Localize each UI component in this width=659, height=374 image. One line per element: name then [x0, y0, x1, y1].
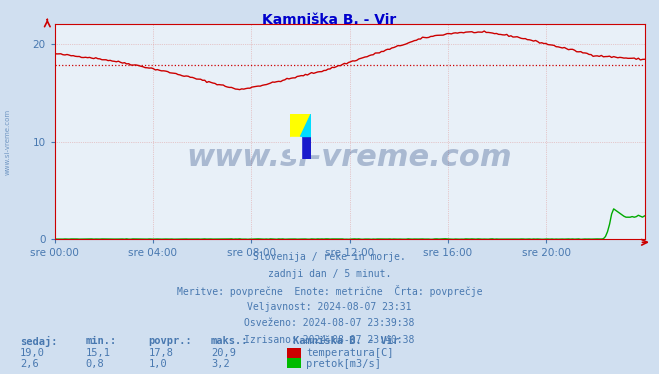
Text: Izrisano: 2024-08-07 23:40:38: Izrisano: 2024-08-07 23:40:38: [244, 335, 415, 345]
Text: Osveženo: 2024-08-07 23:39:38: Osveženo: 2024-08-07 23:39:38: [244, 318, 415, 328]
Text: 17,8: 17,8: [148, 349, 173, 358]
Text: Slovenija / reke in morje.: Slovenija / reke in morje.: [253, 252, 406, 263]
Text: 0,8: 0,8: [86, 359, 104, 368]
Text: min.:: min.:: [86, 337, 117, 346]
Text: maks.:: maks.:: [211, 337, 248, 346]
Text: 19,0: 19,0: [20, 349, 45, 358]
Polygon shape: [301, 137, 311, 159]
Text: 2,6: 2,6: [20, 359, 38, 368]
Text: temperatura[C]: temperatura[C]: [306, 349, 394, 358]
Text: 20,9: 20,9: [211, 349, 236, 358]
Text: sedaj:: sedaj:: [20, 336, 57, 347]
Text: povpr.:: povpr.:: [148, 337, 192, 346]
Text: 15,1: 15,1: [86, 349, 111, 358]
Polygon shape: [290, 114, 301, 137]
Text: 1,0: 1,0: [148, 359, 167, 368]
Text: www.si-vreme.com: www.si-vreme.com: [186, 143, 513, 172]
Polygon shape: [290, 114, 301, 137]
Text: www.si-vreme.com: www.si-vreme.com: [5, 109, 11, 175]
Polygon shape: [290, 137, 301, 159]
Text: Meritve: povprečne  Enote: metrične  Črta: povprečje: Meritve: povprečne Enote: metrične Črta:…: [177, 285, 482, 297]
Polygon shape: [301, 114, 311, 137]
Polygon shape: [301, 114, 311, 137]
Text: Veljavnost: 2024-08-07 23:31: Veljavnost: 2024-08-07 23:31: [247, 302, 412, 312]
Text: 3,2: 3,2: [211, 359, 229, 368]
Text: pretok[m3/s]: pretok[m3/s]: [306, 359, 382, 368]
Text: Kamniška B. - Vir: Kamniška B. - Vir: [262, 13, 397, 27]
Text: zadnji dan / 5 minut.: zadnji dan / 5 minut.: [268, 269, 391, 279]
Polygon shape: [301, 114, 311, 137]
Text: Kamniška B. - Vir: Kamniška B. - Vir: [293, 337, 399, 346]
